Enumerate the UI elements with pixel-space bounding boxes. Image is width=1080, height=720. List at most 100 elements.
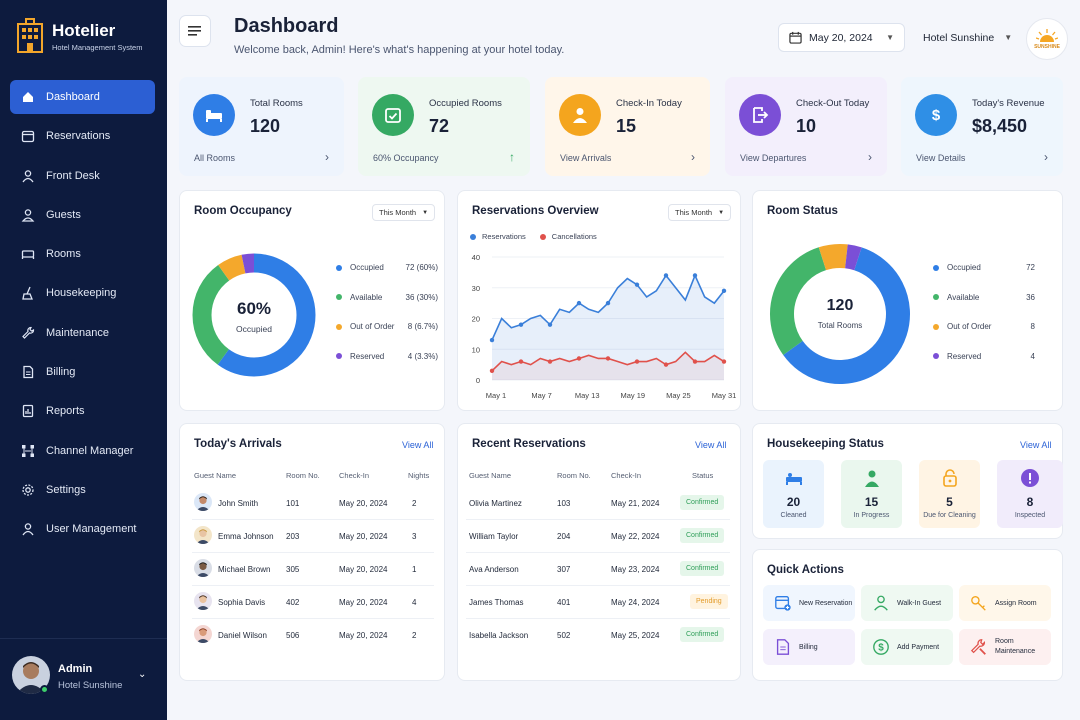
date-picker[interactable]: May 20, 2024 ▼	[778, 23, 905, 52]
sidebar-item-guests[interactable]: Guests	[10, 198, 155, 232]
sidebar-item-reports[interactable]: Reports	[10, 394, 155, 428]
new-reservation-button[interactable]: New Reservation	[763, 585, 855, 621]
housekeeping-due-for-cleaning[interactable]: 5 Due for Cleaning	[919, 460, 980, 528]
total-rooms-footer-link[interactable]: All Rooms	[194, 153, 236, 163]
status-badge: Confirmed	[680, 495, 725, 510]
room-number: 103	[557, 499, 571, 508]
check-in-today-label: Check-In Today	[616, 98, 682, 109]
sidebar-item-user-management[interactable]: User Management	[10, 512, 155, 546]
chevron-down-icon[interactable]: ⌄	[138, 669, 147, 680]
sidebar-item-settings[interactable]: Settings	[10, 473, 155, 507]
key-icon	[971, 596, 986, 611]
table-row[interactable]: Olivia Martinez 103 May 21, 2024 Confirmed	[466, 487, 730, 520]
brand-logo[interactable]: Hotelier Hotel Management System	[14, 18, 142, 54]
guest-name: Michael Brown	[218, 565, 271, 574]
table-row[interactable]: Michael Brown 305 May 20, 2024 1	[192, 553, 434, 586]
occupancy-legend-reserved: Reserved 4 (3.3%)	[336, 352, 438, 361]
reservations-period-dropdown[interactable]: This Month ▼	[668, 204, 732, 221]
check-out-today-icon	[739, 94, 781, 136]
svg-text:$: $	[932, 107, 941, 124]
check-in-date: May 23, 2024	[611, 565, 660, 574]
housekeeping-in-progress[interactable]: 15 In Progress	[841, 460, 902, 528]
chevron-down-icon: ▼	[1004, 33, 1013, 42]
guest-name: John Smith	[218, 499, 259, 508]
nights: 1	[412, 565, 417, 574]
table-row[interactable]: Ava Anderson 307 May 23, 2024 Confirmed	[466, 553, 730, 586]
billing-button[interactable]: Billing	[763, 629, 855, 665]
chart-legend: Reservations Cancellations	[470, 232, 597, 241]
check-in-today-card[interactable]: Check-In Today 15 View Arrivals ›	[545, 77, 710, 176]
todays-revenue-card[interactable]: $ Today's Revenue $8,450 View Details ›	[901, 77, 1063, 176]
wrench-icon	[20, 325, 36, 341]
check-out-today-footer-link[interactable]: View Departures	[740, 153, 807, 163]
sidebar-item-label: Channel Manager	[46, 444, 134, 457]
table-row[interactable]: Emma Johnson 203 May 20, 2024 3	[192, 520, 434, 553]
total-rooms-card[interactable]: Total Rooms 120 All Rooms ›	[179, 77, 344, 176]
sidebar-item-rooms[interactable]: Rooms	[10, 237, 155, 271]
sidebar-item-channel-manager[interactable]: Channel Manager	[10, 434, 155, 468]
room-number: 307	[557, 565, 571, 574]
person-icon	[841, 468, 902, 488]
housekeeping-cleaned[interactable]: 20 Cleaned	[763, 460, 824, 528]
check-in-today-value: 15	[616, 116, 637, 136]
assign-room-button[interactable]: Assign Room	[959, 585, 1051, 621]
arrivals-view-all-link[interactable]: View All	[402, 440, 434, 450]
avatar	[194, 559, 212, 577]
reservations-overview-card: Reservations Overview This Month ▼ Reserv…	[457, 190, 741, 411]
sidebar-item-dashboard[interactable]: Dashboard	[10, 80, 155, 114]
room-maintenance-button[interactable]: Room Maintenance	[959, 629, 1051, 665]
housekeeping-inspected[interactable]: 8 Inspected	[997, 460, 1063, 528]
check-in-today-footer-link[interactable]: View Arrivals	[560, 153, 612, 163]
table-row[interactable]: James Thomas 401 May 24, 2024 Pending	[466, 586, 730, 619]
occupied-rooms-footer-link[interactable]: 60% Occupancy	[373, 153, 439, 163]
legend-dot	[933, 264, 939, 271]
sidebar-nav: Dashboard Reservations Front Desk Guests Roo…	[10, 80, 155, 552]
legend-dot	[336, 353, 342, 359]
reservations-period-value: This Month	[675, 208, 713, 217]
check-out-today-card[interactable]: Check-Out Today 10 View Departures ›	[725, 77, 887, 176]
online-status-icon	[40, 685, 49, 694]
legend-swatch	[470, 233, 476, 240]
brand-subtitle: Hotel Management System	[52, 42, 143, 52]
table-row[interactable]: John Smith 101 May 20, 2024 2	[192, 487, 434, 520]
occupancy-period-dropdown[interactable]: This Month ▼	[372, 204, 436, 221]
todays-revenue-footer-link[interactable]: View Details	[916, 153, 966, 163]
walk-in-guest-button[interactable]: Walk-In Guest	[861, 585, 953, 621]
sidebar-item-billing[interactable]: Billing	[10, 355, 155, 389]
quick-actions-title: Quick Actions	[767, 564, 844, 576]
cancellations-point	[576, 356, 582, 361]
occupied-rooms-card[interactable]: Occupied Rooms 72 60% Occupancy ↑	[358, 77, 530, 176]
table-row[interactable]: Sophia Davis 402 May 20, 2024 4	[192, 586, 434, 619]
legend-label: Occupied	[350, 263, 384, 272]
cancellations-point	[692, 359, 698, 364]
y-tick-label: 40	[472, 253, 480, 262]
sidebar-item-reservations[interactable]: Reservations	[10, 119, 155, 153]
user-profile[interactable]: Admin Hotel Sunshine ⌄	[0, 638, 167, 720]
sidebar-item-maintenance[interactable]: Maintenance	[10, 316, 155, 350]
reservations-point	[663, 273, 669, 278]
sidebar-item-front-desk[interactable]: Front Desk	[10, 159, 155, 193]
occupied-rooms-value: 72	[429, 116, 450, 136]
check-in-date: May 25, 2024	[611, 631, 660, 640]
add-payment-button[interactable]: $ Add Payment	[861, 629, 953, 665]
quick-action-label: Add Payment	[897, 643, 940, 651]
sidebar-item-label: Housekeeping	[46, 287, 117, 300]
legend-label: Reserved	[947, 351, 982, 361]
reservations-view-all-link[interactable]: View All	[695, 440, 727, 450]
check-in-today-icon	[559, 94, 601, 136]
table-row[interactable]: Daniel Wilson 506 May 20, 2024 2	[192, 619, 434, 652]
sidebar-item-housekeeping[interactable]: Housekeeping	[10, 276, 155, 310]
calendar-icon	[789, 31, 802, 44]
legend-value: 72	[1026, 263, 1035, 272]
y-tick-label: 0	[476, 376, 480, 385]
legend-dot	[933, 323, 939, 330]
housekeeping-view-all-link[interactable]: View All	[1020, 440, 1052, 450]
column-header: Room No.	[557, 471, 591, 480]
hotel-selector[interactable]: Hotel Sunshine ▼	[923, 23, 1012, 52]
menu-toggle-button[interactable]	[179, 15, 211, 47]
sidebar: Hotelier Hotel Management System Dashboa…	[0, 0, 167, 720]
legend-reservations: Reservations	[482, 232, 526, 241]
table-row[interactable]: William Taylor 204 May 22, 2024 Confirmed	[466, 520, 730, 553]
chevron-down-icon: ▼	[886, 33, 894, 42]
table-row[interactable]: Isabella Jackson 502 May 25, 2024 Confirmed	[466, 619, 730, 652]
